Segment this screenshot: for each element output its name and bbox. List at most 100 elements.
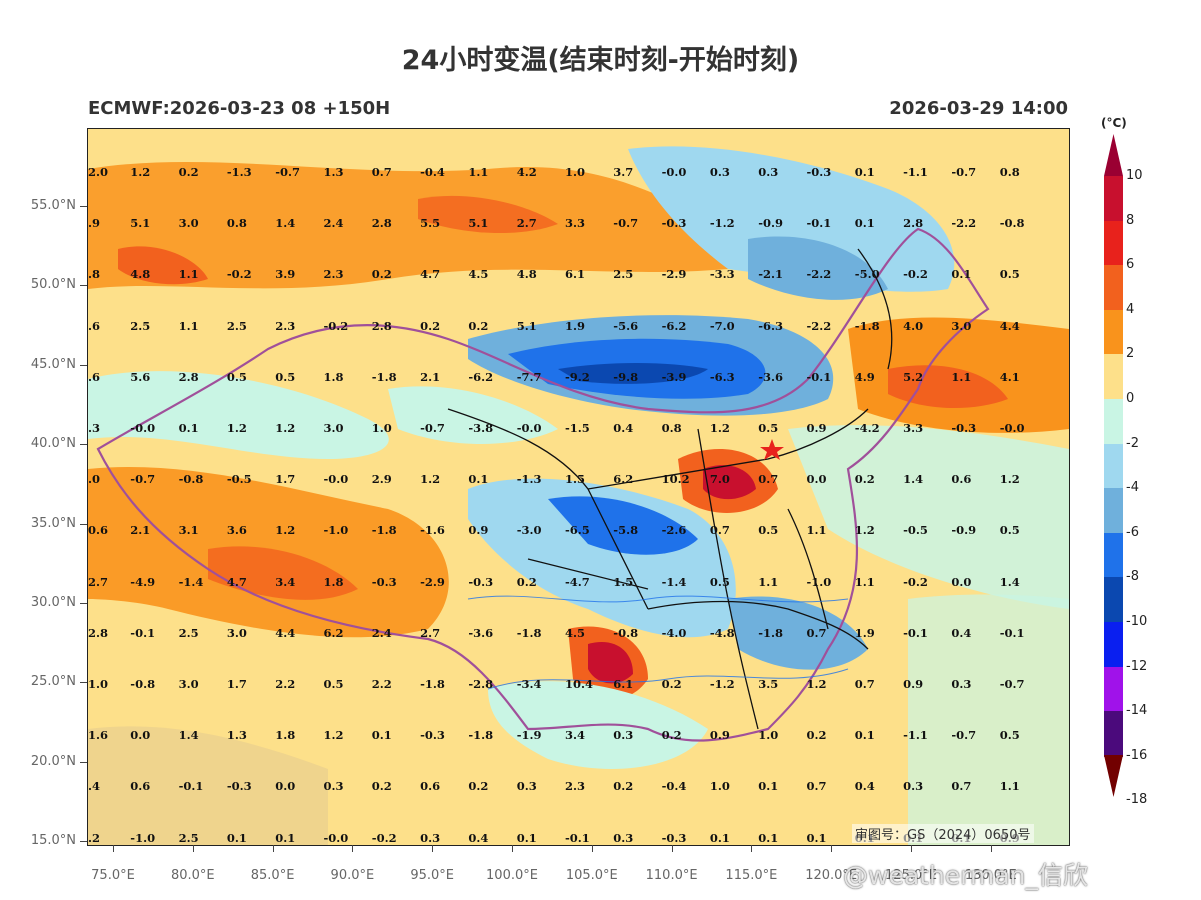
grid-value: -5.8 [613,523,639,538]
grid-value: -3.6 [468,625,494,640]
grid-value: 1.2 [999,472,1020,487]
grid-value: 0.4 [951,625,972,640]
grid-value: 4.4 [275,625,296,640]
grid-value: -0.0 [323,830,349,845]
grid-value: 0.2 [854,472,875,487]
grid-value: 1.2 [130,165,151,179]
grid-value: -0.8 [613,625,639,640]
lon-tick-label: 95.0°E [410,868,455,883]
grid-value: -0.3 [468,574,494,589]
colorbar-label: 4 [1126,301,1135,317]
grid-value: 3.3 [903,421,924,435]
grid-value: 10.2 [661,472,690,487]
grid-value: 2.1 [130,523,151,538]
grid-value: -6.3 [758,318,783,333]
lon-tick [192,845,194,852]
grid-value: -0.1 [178,779,204,794]
grid-value: 0.3 [516,779,537,794]
grid-value: 0.3 [951,677,972,691]
grid-value: 3.0 [178,216,199,231]
grid-value: 0.5 [999,523,1020,538]
grid-value: 0.3 [903,779,924,794]
grid-value: -0.2 [903,574,928,589]
grid-value: 3.0 [178,677,199,691]
lon-tick [113,845,114,852]
grid-value: -0.8 [130,677,156,691]
grid-value: 3.1 [178,523,199,538]
grid-value: -1.1 [903,165,928,179]
valid-time-label: 2026-03-29 14:00 [889,98,1068,119]
grid-value: -1.0 [323,523,349,538]
grid-value: 1.5 [565,472,586,487]
grid-value: 1.7 [275,472,296,487]
grid-value: 0.5 [275,369,296,384]
grid-value: 0.1 [516,830,537,845]
lon-tick-label: 75.0°E [91,868,135,883]
grid-value: 2.8 [371,216,392,231]
grid-value: 6.2 [613,472,634,487]
grid-value: 2.3 [323,267,344,282]
grid-value: 0.2 [613,779,634,794]
lat-tick-label: 45.0°N [30,356,76,372]
grid-value: -1.8 [516,625,542,640]
grid-value: -0.2 [323,318,349,333]
grid-value: 0.2 [661,677,682,691]
lon-tick-label: 85.0°E [250,868,295,883]
grid-value: -1.4 [178,574,204,589]
grid-value: 1.2 [323,728,344,743]
grid-value: 1.3 [226,728,247,743]
grid-value: 0.1 [468,472,489,487]
colorbar-label: -18 [1126,792,1148,808]
temperature-change-map [87,128,1070,846]
colorbar-segment [1104,711,1123,757]
grid-value: -1.9 [516,728,542,743]
grid-value: 0.3 [323,779,344,794]
grid-value: -1.0 [806,574,832,589]
grid-value: 7.0 [709,472,730,487]
grid-value: 1.0 [88,677,109,691]
lat-tick [80,285,87,287]
lon-tick [671,845,673,852]
grid-value: 2.8 [178,369,199,384]
grid-value: 0.6 [951,472,972,487]
grid-value: 1.2 [806,677,827,691]
colorbar-label: -2 [1126,435,1139,451]
grid-value: 0.0 [275,779,296,794]
grid-value: 0.2 [371,267,392,282]
grid-value: -0.5 [903,523,928,538]
grid-value: 2.8 [88,625,109,640]
lon-tick [990,845,992,852]
lat-tick [80,206,87,207]
colorbar-bottom-arrow [1104,755,1123,798]
grid-value: -1.1 [903,728,928,743]
grid-value: 1.1 [468,165,489,179]
grid-value: 0.1 [854,728,875,743]
grid-value: -4.2 [854,421,880,435]
grid-value: -0.1 [999,625,1025,640]
grid-value: 2.5 [130,318,151,333]
grid-value: 0.5 [758,523,779,538]
lat-tick [80,761,87,763]
grid-value: -0.7 [613,216,639,231]
colorbar-segment [1104,399,1123,445]
grid-value: 0.3 [420,830,441,845]
grid-value: -0.0 [999,421,1025,435]
grid-value: 2.5 [226,318,247,333]
grid-value: -2.9 [661,267,687,282]
lat-tick [80,841,87,843]
lat-tick-label: 55.0°N [30,198,76,213]
grid-value: 3.4 [275,574,296,589]
grid-value: -3.3 [709,267,735,282]
grid-value: 1.8 [323,369,344,384]
grid-value: 10.4 [565,677,594,691]
grid-value: 0.1 [709,830,730,845]
colorbar-segment [1104,488,1123,534]
grid-value: 0.9 [806,421,827,435]
grid-value: .6 [88,318,101,333]
grid-value: 0.1 [275,830,296,845]
grid-value: -0.4 [661,779,687,794]
colorbar-segment [1104,176,1123,222]
grid-value: -7.7 [516,369,542,384]
grid-value: -1.8 [371,369,397,384]
grid-value: 3.5 [758,677,779,691]
